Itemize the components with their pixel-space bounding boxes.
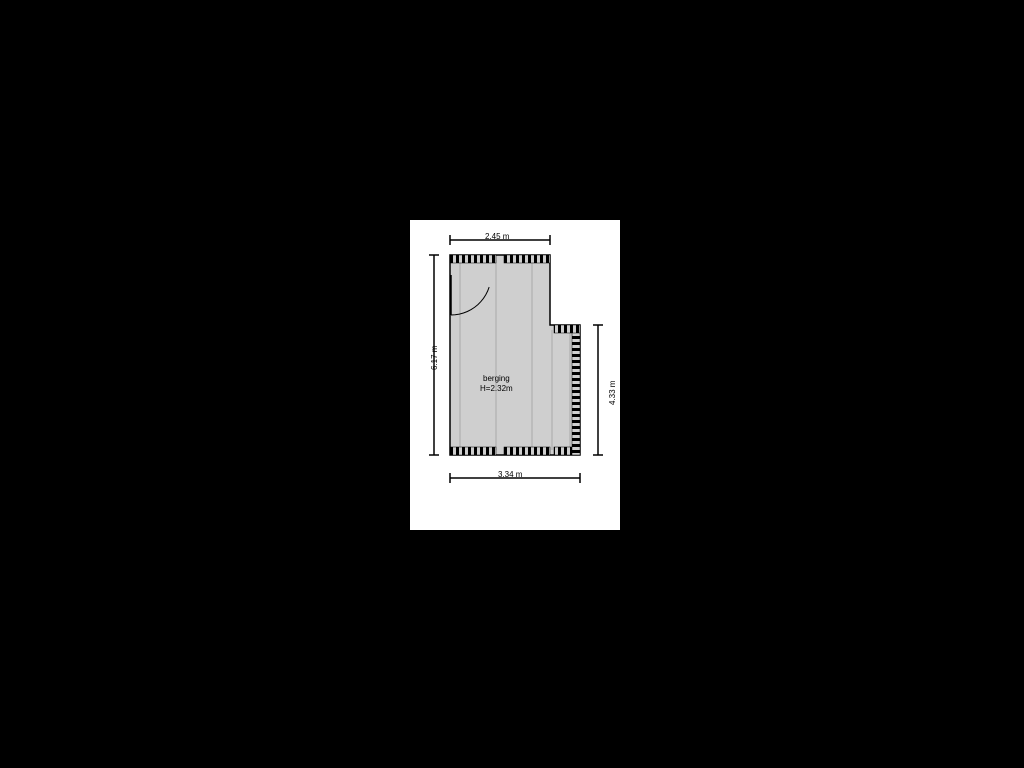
wall-hatched: [450, 255, 496, 263]
wall-hatched: [572, 325, 580, 455]
room-name: berging: [480, 374, 513, 384]
wall-hatched: [554, 325, 580, 333]
dimension-label-top: 2.45 m: [485, 232, 509, 241]
dimension-label-right: 4.33 m: [608, 381, 617, 405]
wall-hatched: [504, 447, 550, 455]
wall-hatched: [504, 255, 550, 263]
room-height: H=2.32m: [480, 384, 513, 394]
room-label: berging H=2.32m: [480, 374, 513, 394]
floorplan-stage: 2.45 m 3.34 m 6.17 m 4.33 m berging H=2.…: [0, 0, 1024, 768]
dimension-label-bottom: 3.34 m: [498, 470, 522, 479]
dimension-label-left: 6.17 m: [430, 346, 439, 370]
wall-hatched: [450, 447, 496, 455]
